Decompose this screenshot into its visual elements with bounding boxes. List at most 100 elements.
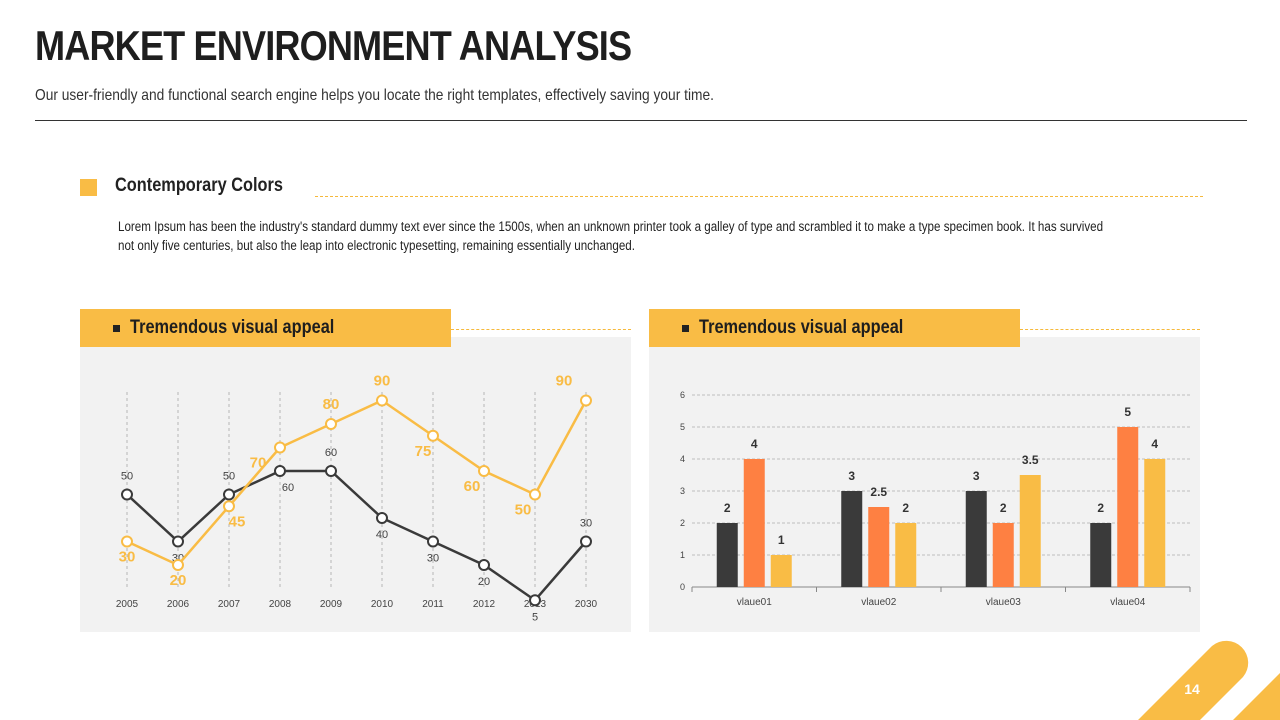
page-title: MARKET ENVIRONMENT ANALYSIS	[35, 22, 632, 69]
data-label: 45	[229, 513, 246, 530]
line-chart-panel-header: Tremendous visual appeal	[80, 309, 451, 347]
data-label: 2.5	[870, 485, 887, 499]
data-label: 60	[325, 447, 337, 459]
data-point	[121, 535, 133, 548]
x-tick-label: 2008	[269, 599, 292, 610]
data-label: 3	[973, 469, 980, 483]
data-point	[529, 594, 541, 607]
data-point	[376, 394, 388, 407]
data-point	[478, 465, 490, 477]
data-point	[529, 488, 541, 501]
data-point	[172, 535, 184, 548]
section-dashed-rule	[315, 196, 1203, 197]
bar	[992, 523, 1014, 587]
data-label: 20	[170, 572, 187, 589]
bar	[1019, 475, 1041, 587]
bar	[716, 523, 738, 587]
data-label: 60	[464, 478, 481, 495]
corner-stripe-1	[1138, 640, 1249, 720]
data-point	[223, 488, 235, 501]
y-tick-label: 1	[680, 550, 685, 560]
data-point	[325, 465, 337, 477]
x-tick-label: vlaue03	[986, 597, 1021, 608]
bar-chart-panel-header: Tremendous visual appeal	[649, 309, 1020, 347]
data-label: 75	[415, 443, 432, 460]
data-point	[376, 512, 388, 524]
data-point	[223, 500, 235, 513]
data-label: 40	[376, 529, 388, 541]
data-label: 4	[1151, 437, 1158, 451]
data-label: 70	[250, 455, 267, 472]
data-label: 2	[1000, 501, 1007, 515]
x-tick-label: vlaue04	[1110, 597, 1145, 608]
x-tick-label: vlaue01	[737, 597, 772, 608]
x-tick-label: 2006	[167, 599, 190, 610]
data-point	[427, 429, 439, 442]
data-label: 90	[556, 373, 573, 390]
data-label: 4	[751, 437, 758, 451]
line-chart-panel-dashed-rule	[451, 329, 631, 330]
series-line-1	[126, 399, 588, 567]
x-tick-label: 2005	[116, 599, 139, 610]
y-tick-label: 5	[680, 422, 685, 432]
data-label: 2	[724, 501, 731, 515]
bullet-square-icon	[113, 324, 120, 332]
x-tick-label: 2012	[473, 599, 496, 610]
x-tick-label: 2007	[218, 599, 241, 610]
data-label: 50	[121, 471, 133, 483]
data-point	[274, 465, 286, 477]
y-tick-label: 3	[680, 486, 685, 496]
line-chart: 2005200620072008200920102011201220132030…	[116, 373, 598, 624]
data-label: 2	[1097, 501, 1104, 515]
data-label: 20	[478, 576, 490, 588]
y-tick-label: 0	[680, 582, 685, 592]
data-label: 30	[119, 549, 136, 566]
data-label: 30	[427, 553, 439, 565]
data-label: 3	[848, 469, 855, 483]
data-point	[580, 535, 592, 548]
data-point	[580, 394, 592, 407]
data-label: 5	[1124, 405, 1131, 419]
page-number: 14	[1184, 681, 1200, 697]
data-point	[427, 535, 439, 548]
data-label: 60	[282, 482, 294, 494]
bar	[1117, 427, 1139, 587]
corner-decoration	[1138, 640, 1280, 720]
y-tick-label: 6	[680, 390, 685, 400]
data-label: 90	[374, 373, 391, 390]
x-tick-label: 2009	[320, 599, 343, 610]
bar	[868, 507, 890, 587]
bar-chart-panel-title: Tremendous visual appeal	[699, 317, 904, 338]
series-line-0	[126, 469, 587, 602]
data-point	[121, 488, 133, 501]
section-body-text: Lorem Ipsum has been the industry's stan…	[118, 219, 1104, 253]
corner-stripe-2	[1233, 673, 1280, 720]
data-point	[172, 559, 184, 571]
bar	[1090, 523, 1112, 587]
x-tick-label: 2011	[422, 599, 444, 610]
data-label: 30	[580, 518, 592, 530]
line-chart-panel-title: Tremendous visual appeal	[130, 317, 335, 338]
bar	[1144, 459, 1166, 587]
data-label: 1	[778, 533, 785, 547]
data-label: 50	[223, 471, 235, 483]
bar	[770, 555, 792, 587]
data-point	[325, 418, 337, 430]
data-label: 5	[532, 611, 538, 623]
data-point	[274, 441, 286, 454]
x-tick-label: vlaue02	[861, 597, 896, 608]
data-point	[478, 559, 490, 571]
bar-chart-panel-dashed-rule	[1020, 329, 1200, 330]
bullet-square-icon	[682, 324, 689, 332]
header-divider	[35, 120, 1247, 121]
bar	[841, 491, 863, 587]
y-tick-label: 2	[680, 518, 685, 528]
section-bullet-square	[80, 179, 97, 196]
data-label: 2	[902, 501, 909, 515]
page-subtitle: Our user-friendly and functional search …	[35, 87, 714, 104]
bar-chart: 0 1 2 3 4 5 6 vlaue01 2 4 1 vlaue02 3 2.5 2 vlaue03 3 2 3.…	[680, 390, 1191, 608]
y-tick-label: 4	[680, 454, 685, 464]
section-title: Contemporary Colors	[115, 175, 283, 196]
x-tick-label: 2030	[575, 599, 598, 610]
data-label: 80	[323, 396, 340, 413]
